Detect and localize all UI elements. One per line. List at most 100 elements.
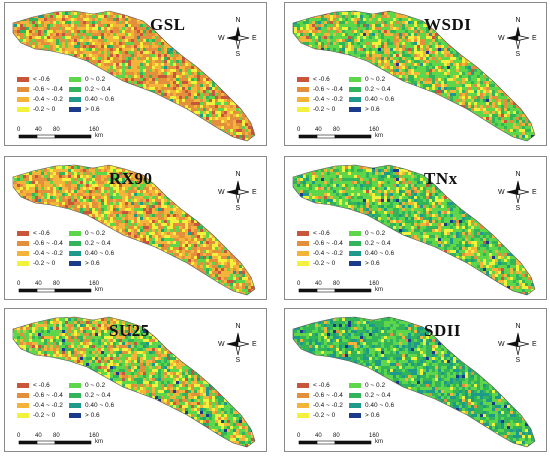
legend-item: 0.40 ~ 0.6 <box>349 402 394 409</box>
legend-item: -0.4 ~ -0.2 <box>297 402 343 409</box>
legend-label: 0.40 ~ 0.6 <box>365 96 394 103</box>
legend-swatch <box>349 87 361 92</box>
legend-swatch <box>17 231 29 236</box>
legend-label: > 0.6 <box>85 260 100 267</box>
legend-swatch <box>17 97 29 102</box>
legend-item: 0 ~ 0.2 <box>349 76 385 83</box>
legend-label: -0.2 ~ 0 <box>313 260 335 267</box>
legend-swatch <box>297 383 309 388</box>
legend-label: 0.2 ~ 0.4 <box>365 240 390 247</box>
scale-tick-label: 160 <box>89 433 99 439</box>
legend-label: 0.2 ~ 0.4 <box>365 392 390 399</box>
legend-swatch <box>297 251 309 256</box>
region-outline <box>12 316 256 448</box>
legend-item: 0 ~ 0.2 <box>69 382 105 389</box>
legend-swatch <box>297 97 309 102</box>
legend-label: < -0.6 <box>33 76 50 83</box>
scale-tick-label: 0 <box>297 281 300 287</box>
map-title: SDII <box>424 321 461 341</box>
legend-swatch <box>69 97 81 102</box>
compass-label-n: N <box>516 17 521 24</box>
legend-item: > 0.6 <box>349 412 380 419</box>
scale-tick-label: 160 <box>369 127 379 133</box>
map-title: GSL <box>150 15 186 35</box>
map-region <box>292 164 536 296</box>
compass-rose-icon <box>506 26 530 50</box>
legend-label: 0.2 ~ 0.4 <box>85 86 110 93</box>
legend-label: -0.6 ~ -0.4 <box>313 392 343 399</box>
legend-item: -0.4 ~ -0.2 <box>17 96 63 103</box>
scale-tick-label: 0 <box>17 127 20 133</box>
compass-rose-icon <box>506 180 530 204</box>
legend-label: < -0.6 <box>313 76 330 83</box>
scale-bar <box>18 134 92 139</box>
legend-label: -0.4 ~ -0.2 <box>33 402 63 409</box>
legend-item: 0.2 ~ 0.4 <box>69 86 110 93</box>
compass-label-w: W <box>498 35 505 42</box>
legend-item: -0.4 ~ -0.2 <box>297 96 343 103</box>
scale-unit-label: km <box>95 287 103 293</box>
legend-item: -0.2 ~ 0 <box>17 106 55 113</box>
legend-swatch <box>17 383 29 388</box>
legend-label: > 0.6 <box>365 106 380 113</box>
compass-label-n: N <box>236 323 241 330</box>
legend-item: -0.6 ~ -0.4 <box>17 392 63 399</box>
compass-label-e: E <box>252 189 257 196</box>
map-panel-gsl: GSL < -0.6 -0.6 ~ -0.4 -0.4 ~ -0.2 -0.2 ~ 0… <box>4 2 267 146</box>
compass-label-e: E <box>532 35 537 42</box>
map-title: WSDI <box>424 15 471 35</box>
legend-item: > 0.6 <box>349 106 380 113</box>
scale-tick-label: 80 <box>333 127 340 133</box>
scale-bar <box>298 440 372 445</box>
legend-swatch <box>349 77 361 82</box>
scale-tick-label: 40 <box>35 127 42 133</box>
legend-swatch <box>17 403 29 408</box>
legend-swatch <box>297 87 309 92</box>
scale-tick-label: 0 <box>297 433 300 439</box>
legend-item: -0.2 ~ 0 <box>297 260 335 267</box>
scale-tick-label: 160 <box>369 281 379 287</box>
legend-item: -0.6 ~ -0.4 <box>17 240 63 247</box>
legend-item: 0 ~ 0.2 <box>69 230 105 237</box>
compass-label-n: N <box>516 171 521 178</box>
legend-label: -0.4 ~ -0.2 <box>313 250 343 257</box>
scale-tick-label: 40 <box>315 281 322 287</box>
legend-swatch <box>297 393 309 398</box>
legend-item: -0.4 ~ -0.2 <box>17 250 63 257</box>
scale-tick-label: 40 <box>315 127 322 133</box>
legend-item: -0.4 ~ -0.2 <box>297 250 343 257</box>
scale-tick-label: 160 <box>89 281 99 287</box>
scale-tick-label: 160 <box>369 433 379 439</box>
legend-swatch <box>349 393 361 398</box>
legend-swatch <box>17 87 29 92</box>
legend-item: -0.2 ~ 0 <box>297 412 335 419</box>
legend-swatch <box>69 261 81 266</box>
scale-unit-label: km <box>375 439 383 445</box>
legend-label: 0.2 ~ 0.4 <box>85 392 110 399</box>
compass-label-e: E <box>252 341 257 348</box>
region-outline <box>292 316 536 448</box>
legend-item: > 0.6 <box>349 260 380 267</box>
legend-item: 0.40 ~ 0.6 <box>349 250 394 257</box>
legend-label: > 0.6 <box>365 412 380 419</box>
legend-label: -0.6 ~ -0.4 <box>33 392 63 399</box>
legend-label: < -0.6 <box>33 382 50 389</box>
legend-label: -0.6 ~ -0.4 <box>313 86 343 93</box>
scale-bar <box>298 288 372 293</box>
legend-swatch <box>69 241 81 246</box>
legend-swatch <box>349 261 361 266</box>
map-title: TNx <box>424 169 458 189</box>
scale-bar <box>298 134 372 139</box>
legend-item: 0.40 ~ 0.6 <box>349 96 394 103</box>
compass-label-e: E <box>252 35 257 42</box>
compass-label-w: W <box>498 341 505 348</box>
legend-swatch <box>297 231 309 236</box>
scale-bar <box>18 440 92 445</box>
legend-item: -0.4 ~ -0.2 <box>17 402 63 409</box>
scale-tick-label: 0 <box>17 433 20 439</box>
legend-label: 0.2 ~ 0.4 <box>85 240 110 247</box>
legend-item: 0.2 ~ 0.4 <box>349 86 390 93</box>
legend-swatch <box>69 393 81 398</box>
region-outline <box>12 164 256 296</box>
legend-item: 0.40 ~ 0.6 <box>69 402 114 409</box>
